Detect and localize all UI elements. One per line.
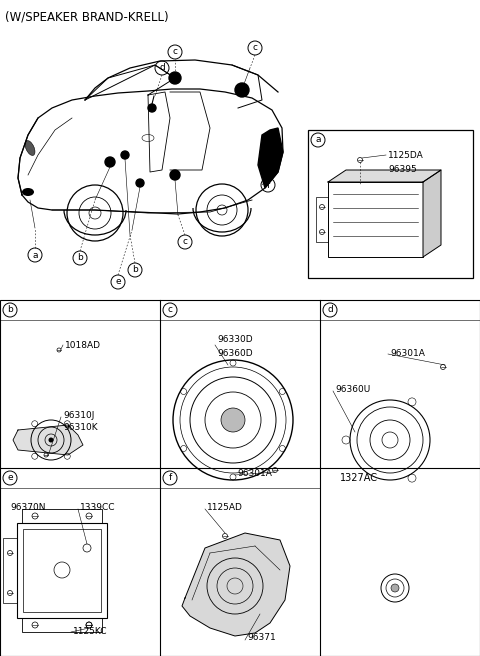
Text: 96360U: 96360U — [335, 386, 370, 394]
Text: 96395: 96395 — [388, 165, 417, 174]
Ellipse shape — [142, 134, 154, 142]
Bar — [316, 197, 328, 242]
Bar — [328, 182, 423, 257]
Bar — [22, 618, 102, 632]
Bar — [22, 509, 102, 523]
Circle shape — [136, 179, 144, 187]
Text: b: b — [132, 266, 138, 274]
Text: 1125AD: 1125AD — [207, 504, 243, 512]
Text: d: d — [327, 306, 333, 314]
Circle shape — [148, 104, 156, 112]
Text: a: a — [32, 251, 38, 260]
Text: 96370N: 96370N — [10, 504, 46, 512]
Text: b: b — [77, 253, 83, 262]
Ellipse shape — [25, 140, 35, 155]
Bar — [23, 529, 101, 612]
Circle shape — [221, 408, 245, 432]
Bar — [308, 130, 473, 278]
Polygon shape — [423, 170, 441, 257]
Text: 1125KC: 1125KC — [73, 626, 108, 636]
Polygon shape — [13, 425, 83, 455]
Circle shape — [235, 83, 249, 97]
Bar — [0, 300, 480, 656]
Text: 1018AD: 1018AD — [65, 340, 101, 350]
Circle shape — [121, 151, 129, 159]
Circle shape — [170, 170, 180, 180]
Text: 1125DA: 1125DA — [388, 150, 424, 159]
Ellipse shape — [22, 188, 34, 196]
Text: c: c — [252, 43, 257, 52]
Bar — [17, 523, 107, 618]
Circle shape — [48, 438, 53, 443]
Text: 96301A: 96301A — [237, 468, 272, 478]
Text: c: c — [172, 47, 178, 56]
Text: 96360D: 96360D — [217, 348, 252, 358]
Text: f: f — [168, 474, 172, 483]
Text: 96371: 96371 — [247, 634, 276, 642]
Text: d: d — [159, 64, 165, 73]
Text: 1339CC: 1339CC — [80, 504, 116, 512]
Text: c: c — [168, 306, 172, 314]
Circle shape — [391, 584, 399, 592]
Polygon shape — [182, 533, 290, 636]
Text: b: b — [7, 306, 13, 314]
Text: 1327AC: 1327AC — [340, 473, 378, 483]
Text: 96310K: 96310K — [63, 424, 97, 432]
Text: a: a — [315, 136, 321, 144]
Text: 96310J: 96310J — [63, 411, 95, 419]
Text: e: e — [115, 277, 121, 287]
Text: c: c — [182, 237, 188, 247]
Text: f: f — [266, 180, 270, 190]
Circle shape — [105, 157, 115, 167]
Polygon shape — [328, 170, 441, 182]
Text: 96330D: 96330D — [217, 335, 252, 344]
Polygon shape — [258, 128, 283, 188]
Text: (W/SPEAKER BRAND-KRELL): (W/SPEAKER BRAND-KRELL) — [5, 10, 168, 23]
Circle shape — [169, 72, 181, 84]
Text: 96301A: 96301A — [390, 348, 425, 358]
Bar — [3, 538, 17, 603]
Text: e: e — [7, 474, 13, 483]
